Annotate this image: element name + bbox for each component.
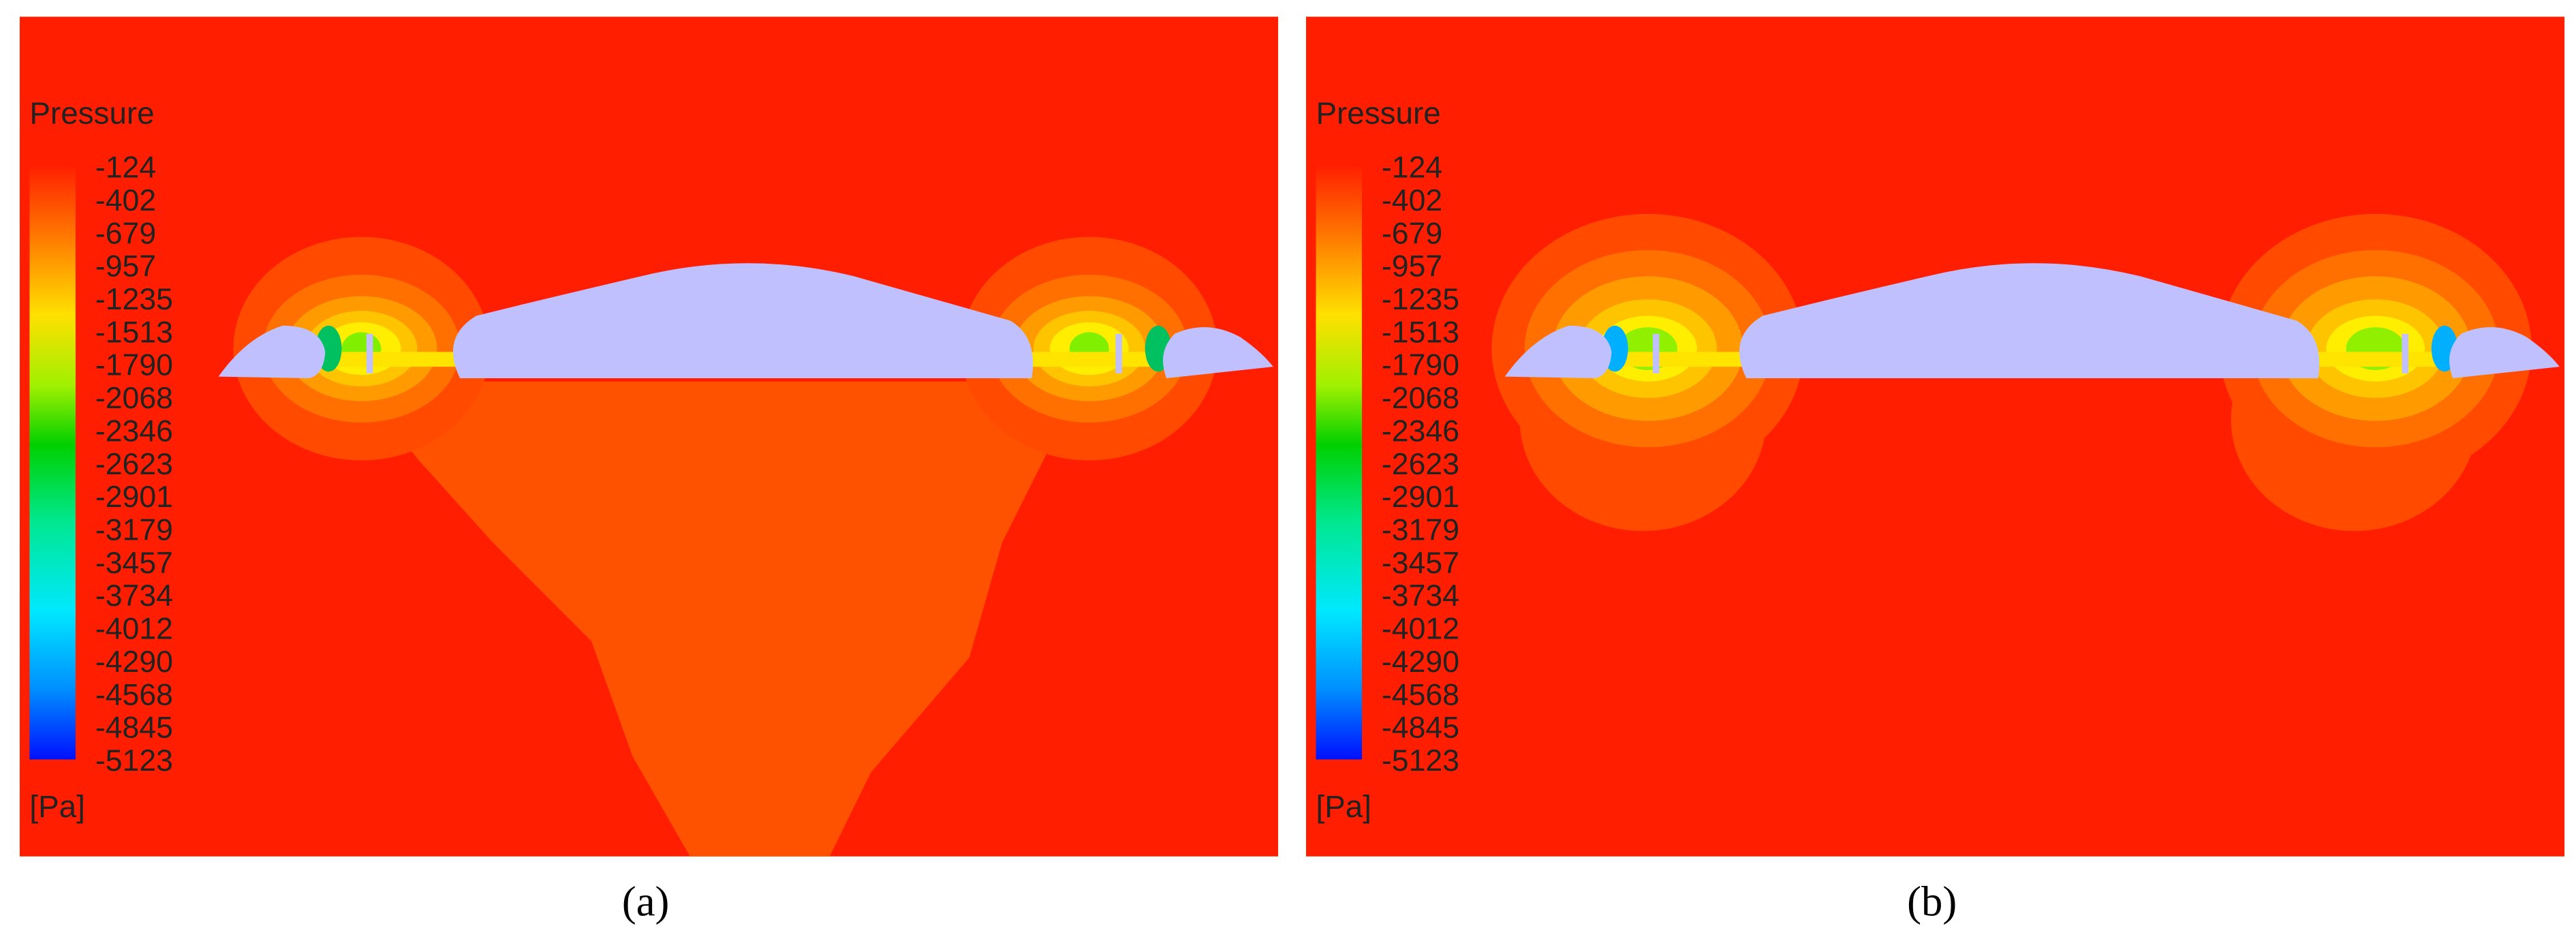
front-pod [1504, 325, 1612, 379]
colorbar-label: -2623 [1382, 448, 1459, 481]
rear-pod [2449, 327, 2560, 379]
panel-caption: (a) [622, 877, 670, 925]
colorbar-label: -3179 [95, 514, 173, 547]
colorbar-label: -124 [1382, 151, 1442, 185]
colorbar-label: -2901 [1382, 480, 1459, 514]
colorbar-label: -124 [95, 151, 156, 185]
colorbar-label: -957 [1382, 250, 1442, 283]
colorbar-label: -2623 [95, 448, 173, 481]
colorbar-label: -402 [95, 184, 156, 217]
colorbar-label: -2068 [95, 382, 173, 415]
unit-label: [Pa] [29, 789, 84, 824]
colorbar-label: -957 [95, 250, 156, 283]
wheel [1652, 333, 1660, 373]
colorbar-label: -4290 [1382, 645, 1459, 679]
colorbar-label: -1790 [1382, 349, 1459, 382]
colorbar-label: -4290 [95, 645, 173, 679]
colorbar-label: -4568 [1382, 678, 1459, 711]
colorbar-label: -2068 [1382, 382, 1459, 415]
colorbar-label: -4845 [1382, 711, 1459, 745]
wake-region [353, 381, 1076, 857]
unit-label: [Pa] [1316, 789, 1371, 824]
colorbar-label: -3734 [1382, 579, 1459, 613]
colorbar [1316, 166, 1363, 760]
colorbar-label: -4845 [95, 711, 173, 745]
colorbar-label: -3457 [1382, 547, 1459, 580]
wheel [366, 333, 373, 373]
colorbar-label: -1235 [1382, 283, 1459, 316]
panel: Pressure-124-402-679-957-1235-1513-1790-… [1306, 16, 2565, 925]
panel: Pressure-124-402-679-957-1235-1513-1790-… [19, 16, 1279, 925]
colorbar-label: -3179 [1382, 514, 1459, 547]
rear-pod [1162, 327, 1273, 379]
colorbar-label: -4012 [1382, 613, 1459, 646]
vehicle-body [452, 263, 1034, 379]
colorbar-label: -1235 [95, 283, 173, 316]
colorbar-label: -1513 [95, 316, 173, 349]
panel-caption: (b) [1907, 877, 1957, 925]
colorbar-label: -3734 [95, 579, 173, 613]
colorbar-label: -3457 [95, 547, 173, 580]
wheel [1115, 333, 1122, 373]
colorbar-label: -1513 [1382, 316, 1459, 349]
wheel [2402, 333, 2409, 373]
legend-title: Pressure [29, 95, 154, 130]
colorbar [29, 166, 76, 760]
colorbar-label: -1790 [95, 349, 173, 382]
colorbar-label: -2901 [95, 480, 173, 514]
colorbar-label: -5123 [95, 744, 173, 778]
colorbar-label: -4568 [95, 678, 173, 711]
colorbar-label: -679 [1382, 217, 1442, 250]
colorbar-label: -2346 [95, 414, 173, 448]
colorbar-label: -402 [1382, 184, 1442, 217]
colorbar-label: -4012 [95, 613, 173, 646]
colorbar-label: -2346 [1382, 414, 1459, 448]
legend-title: Pressure [1316, 95, 1440, 130]
colorbar-label: -679 [95, 217, 156, 250]
front-pod [218, 325, 326, 379]
vehicle-body [1739, 263, 2320, 379]
colorbar-label: -5123 [1382, 744, 1459, 778]
